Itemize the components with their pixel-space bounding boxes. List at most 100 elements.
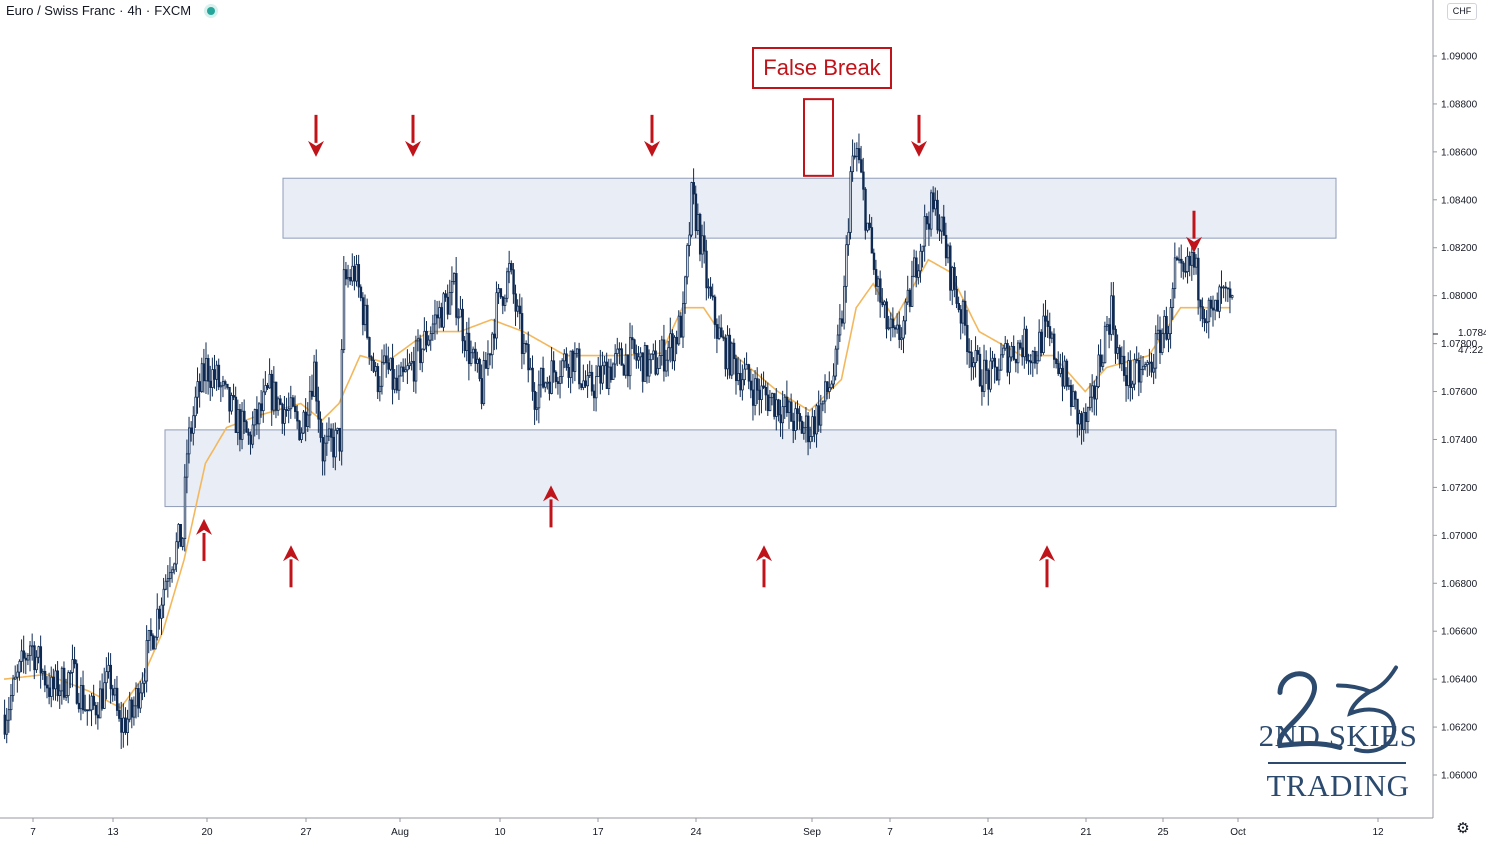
candle-body <box>639 352 643 358</box>
candle-body <box>807 415 810 443</box>
candle-body <box>616 348 619 355</box>
currency-badge[interactable]: CHF <box>1447 3 1477 20</box>
candle-body <box>332 436 335 458</box>
candle-body <box>764 387 768 396</box>
candle-body <box>718 327 721 339</box>
candle-body <box>741 379 744 391</box>
y-tick-label: 1.08200 <box>1441 243 1478 254</box>
candle-body <box>1159 329 1162 353</box>
interval-label[interactable]: 4h <box>127 3 142 18</box>
candle-body <box>917 270 920 278</box>
x-tick-label: 25 <box>1157 827 1169 838</box>
candle-body <box>179 523 182 547</box>
candle-body <box>936 199 939 231</box>
candle-body <box>109 664 113 690</box>
candle-body <box>86 709 89 712</box>
candle-body <box>1021 347 1024 358</box>
candle-body <box>359 286 363 299</box>
candle-body <box>1053 333 1056 360</box>
candle-body <box>1205 321 1209 324</box>
candle-body <box>527 344 530 371</box>
candle-body <box>115 687 119 711</box>
symbol-name[interactable]: Euro / Swiss Franc <box>6 3 116 18</box>
candle-body <box>330 428 333 438</box>
candle-body <box>1152 367 1156 373</box>
exchange-label: FXCM <box>154 3 192 18</box>
candle-body <box>508 263 511 273</box>
candle-body <box>1231 295 1234 298</box>
candle-body <box>597 365 600 377</box>
candle-body <box>559 376 562 384</box>
candle-body <box>1178 258 1181 261</box>
candle-body <box>620 348 623 366</box>
candle-body <box>1031 351 1035 364</box>
candle-body <box>94 704 98 716</box>
candle-body <box>175 541 178 565</box>
x-tick-label: 17 <box>592 827 604 838</box>
candle-body <box>701 235 704 255</box>
candle-body <box>520 313 524 355</box>
candle-body <box>860 159 863 173</box>
candle-body <box>149 629 153 637</box>
candle-body <box>624 354 628 376</box>
candle-body <box>79 685 83 710</box>
candle-body <box>1150 361 1153 373</box>
candle-body <box>690 182 693 236</box>
candle-body <box>173 563 176 571</box>
candle-body <box>1209 299 1213 309</box>
candle-body <box>334 429 337 458</box>
candle-body <box>325 435 329 444</box>
candle-body <box>77 702 81 710</box>
candle-body <box>1163 315 1166 335</box>
candle-body <box>433 314 437 325</box>
candle-body <box>633 339 636 354</box>
candle-body <box>391 357 394 390</box>
candle-body <box>151 635 155 650</box>
candle-body <box>949 245 952 291</box>
candle-body <box>904 301 908 322</box>
candle-body <box>684 276 687 305</box>
y-tick-label: 1.06600 <box>1441 627 1478 638</box>
candle-body <box>302 411 305 434</box>
candle-body <box>429 333 433 341</box>
logo-text-bottom: TRADING <box>1266 768 1410 803</box>
candle-body <box>781 406 785 424</box>
candle-body <box>1089 396 1092 409</box>
down-arrow-icon <box>1186 210 1202 253</box>
candle-body <box>69 672 72 674</box>
settings-gear-icon[interactable]: ⚙ <box>1456 820 1470 837</box>
candle-body <box>985 359 988 371</box>
candle-body <box>788 401 791 414</box>
candle-body <box>1139 368 1143 383</box>
candle-body <box>648 359 651 377</box>
candle-body <box>1095 386 1098 400</box>
candle-body <box>855 148 859 157</box>
candle-body <box>416 338 420 342</box>
candle-body <box>843 285 846 324</box>
candle-body <box>1103 325 1107 364</box>
candle-body <box>1046 320 1050 327</box>
candle-body <box>679 315 683 338</box>
candle-body <box>552 360 556 373</box>
candle-body <box>84 709 87 712</box>
candle-body <box>238 409 242 440</box>
candle-body <box>482 360 486 405</box>
arrow-head <box>756 545 772 562</box>
candle-body <box>510 263 513 271</box>
candle-body <box>1184 271 1187 273</box>
up-arrow-icon <box>756 545 772 588</box>
up-arrow-icon <box>196 518 212 561</box>
candle-body <box>925 216 929 225</box>
candle-body <box>1142 365 1145 370</box>
candle-body <box>792 420 795 431</box>
candle-body <box>612 363 615 380</box>
arrow-head <box>283 545 299 562</box>
candle-body <box>444 293 447 298</box>
candle-body <box>249 434 252 445</box>
candle-body <box>177 523 180 543</box>
y-tick-label: 1.08400 <box>1441 195 1478 206</box>
candle-body <box>457 316 460 319</box>
candle-body <box>1029 360 1033 364</box>
